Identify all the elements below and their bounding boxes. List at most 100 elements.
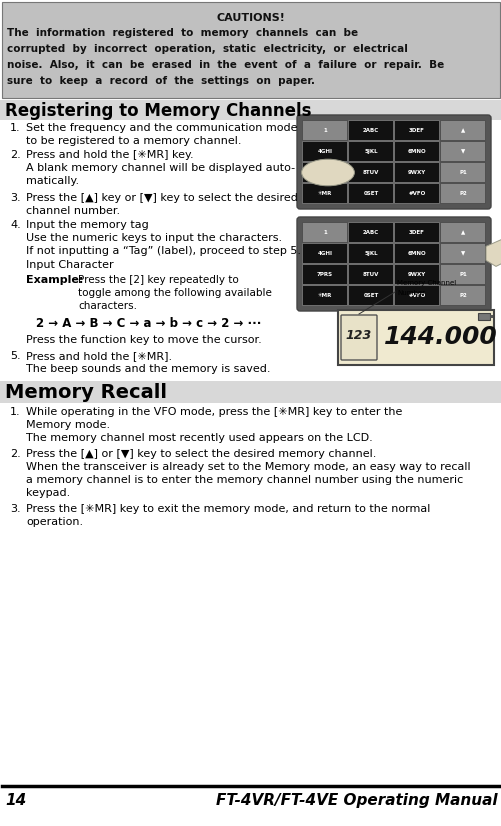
Ellipse shape	[301, 159, 354, 186]
Text: A blank memory channel will be displayed auto-: A blank memory channel will be displayed…	[26, 163, 295, 173]
FancyBboxPatch shape	[439, 163, 484, 183]
Text: #VFO: #VFO	[407, 293, 425, 298]
FancyBboxPatch shape	[348, 183, 393, 203]
Text: a memory channel is to enter the memory channel number using the numeric: a memory channel is to enter the memory …	[26, 475, 462, 485]
FancyBboxPatch shape	[348, 222, 393, 243]
FancyBboxPatch shape	[340, 315, 376, 360]
Text: Set the frequency and the communication mode: Set the frequency and the communication …	[26, 123, 297, 133]
FancyBboxPatch shape	[348, 163, 393, 183]
FancyBboxPatch shape	[439, 264, 484, 284]
Bar	[489, 315, 492, 318]
Text: noise.  Also,  it  can  be  erased  in  the  event  of  a  failure  or  repair. : noise. Also, it can be erased in the eve…	[7, 60, 443, 70]
Text: ▲: ▲	[460, 230, 464, 235]
FancyBboxPatch shape	[348, 121, 393, 140]
Text: 2.: 2.	[10, 150, 21, 160]
FancyBboxPatch shape	[394, 141, 438, 162]
Text: The  information  registered  to  memory  channels  can  be: The information registered to memory cha…	[7, 28, 357, 38]
Text: P1: P1	[458, 170, 466, 175]
FancyBboxPatch shape	[439, 183, 484, 203]
Text: 6MNO: 6MNO	[407, 149, 425, 154]
FancyBboxPatch shape	[302, 141, 347, 162]
FancyBboxPatch shape	[394, 244, 438, 263]
Text: 5JKL: 5JKL	[363, 251, 377, 256]
Text: 2ABC: 2ABC	[362, 230, 378, 235]
Bar	[477, 313, 489, 320]
FancyBboxPatch shape	[302, 244, 347, 263]
Text: Use the numeric keys to input the characters.: Use the numeric keys to input the charac…	[26, 233, 282, 243]
FancyBboxPatch shape	[394, 183, 438, 203]
FancyBboxPatch shape	[394, 222, 438, 243]
FancyBboxPatch shape	[302, 121, 347, 140]
Text: ▼: ▼	[460, 251, 464, 256]
Text: 2ABC: 2ABC	[362, 128, 378, 133]
FancyBboxPatch shape	[348, 244, 393, 263]
Text: 5JKL: 5JKL	[363, 149, 377, 154]
FancyBboxPatch shape	[348, 286, 393, 306]
Text: 1: 1	[323, 230, 326, 235]
Text: 9WXY: 9WXY	[407, 170, 425, 175]
Text: Memory Channel: Memory Channel	[396, 280, 455, 286]
Text: 7PRS: 7PRS	[316, 170, 332, 175]
Text: Registering to Memory Channels: Registering to Memory Channels	[5, 102, 311, 120]
Text: 3.: 3.	[10, 504, 21, 514]
Text: 2.: 2.	[10, 449, 21, 459]
FancyBboxPatch shape	[348, 141, 393, 162]
Bar	[0, 100, 501, 120]
Text: 0SET: 0SET	[363, 293, 378, 298]
Text: sure  to  keep  a  record  of  the  settings  on  paper.: sure to keep a record of the settings on…	[7, 76, 314, 86]
Text: FT-4VR/FT-4VE Operating Manual: FT-4VR/FT-4VE Operating Manual	[216, 793, 497, 808]
Text: 5.: 5.	[10, 351, 21, 361]
Text: 144.000: 144.000	[383, 325, 497, 349]
Text: Press and hold the [✳MR] key.: Press and hold the [✳MR] key.	[26, 150, 193, 160]
Text: The beep sounds and the memory is saved.: The beep sounds and the memory is saved.	[26, 364, 270, 374]
Text: Input the memory tag: Input the memory tag	[26, 220, 148, 230]
Text: Number: Number	[396, 290, 424, 296]
Text: P2: P2	[458, 293, 466, 298]
FancyBboxPatch shape	[439, 141, 484, 162]
FancyBboxPatch shape	[394, 264, 438, 284]
Text: 4GHI: 4GHI	[317, 251, 332, 256]
FancyBboxPatch shape	[439, 244, 484, 263]
Text: characters.: characters.	[78, 301, 137, 311]
FancyBboxPatch shape	[394, 286, 438, 306]
Text: operation.: operation.	[26, 517, 83, 527]
Text: Input Character: Input Character	[26, 260, 113, 270]
Bar	[0, 381, 501, 403]
Text: ▲: ▲	[460, 128, 464, 133]
FancyBboxPatch shape	[302, 264, 347, 284]
Text: 1: 1	[323, 128, 326, 133]
Text: When the transceiver is already set to the Memory mode, an easy way to recall: When the transceiver is already set to t…	[26, 462, 470, 472]
FancyBboxPatch shape	[439, 286, 484, 306]
FancyBboxPatch shape	[394, 163, 438, 183]
Text: 8TUV: 8TUV	[362, 170, 378, 175]
Text: P2: P2	[458, 191, 466, 196]
FancyBboxPatch shape	[302, 183, 347, 203]
Text: Press the [2] key repeatedly to: Press the [2] key repeatedly to	[78, 275, 238, 285]
Polygon shape	[485, 239, 501, 267]
Text: 8TUV: 8TUV	[362, 272, 378, 277]
Text: ▼: ▼	[460, 149, 464, 154]
Text: 0SET: 0SET	[363, 191, 378, 196]
Text: 7PRS: 7PRS	[316, 272, 332, 277]
Text: 14: 14	[5, 793, 26, 808]
Text: 9WXY: 9WXY	[407, 272, 425, 277]
Text: Press the function key to move the cursor.: Press the function key to move the curso…	[26, 335, 261, 345]
Text: Press the [▲] or [▼] key to select the desired memory channel.: Press the [▲] or [▼] key to select the d…	[26, 449, 376, 459]
Text: matically.: matically.	[26, 176, 79, 186]
FancyBboxPatch shape	[297, 115, 490, 209]
FancyBboxPatch shape	[348, 264, 393, 284]
Text: 123: 123	[345, 329, 371, 342]
Text: 1.: 1.	[10, 407, 21, 417]
Text: corrupted  by  incorrect  operation,  static  electricity,  or  electrical: corrupted by incorrect operation, static…	[7, 44, 407, 54]
Text: toggle among the following available: toggle among the following available	[78, 288, 272, 298]
FancyBboxPatch shape	[302, 163, 347, 183]
Text: Press the [✳MR] key to exit the memory mode, and return to the normal: Press the [✳MR] key to exit the memory m…	[26, 504, 429, 514]
Text: ✳MR: ✳MR	[317, 191, 332, 196]
Text: channel number.: channel number.	[26, 206, 120, 216]
Text: 4.: 4.	[10, 220, 21, 230]
Text: ✳MR: ✳MR	[317, 293, 332, 298]
Text: 3DEF: 3DEF	[408, 128, 424, 133]
Text: Press the [▲] key or [▼] key to select the desired: Press the [▲] key or [▼] key to select t…	[26, 193, 297, 203]
Text: 3.: 3.	[10, 193, 21, 203]
Text: to be registered to a memory channel.: to be registered to a memory channel.	[26, 136, 241, 146]
